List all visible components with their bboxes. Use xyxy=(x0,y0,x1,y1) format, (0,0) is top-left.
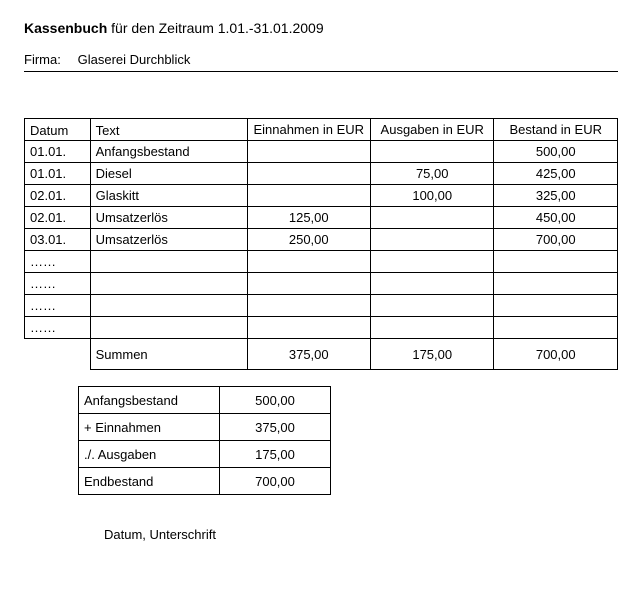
cell-ein xyxy=(247,163,370,185)
summary-row: ./. Ausgaben 175,00 xyxy=(79,441,331,468)
table-row: 01.01. Anfangsbestand 500,00 xyxy=(25,141,618,163)
cell-aus: 100,00 xyxy=(370,185,493,207)
cell-ein xyxy=(247,141,370,163)
sums-ein: 375,00 xyxy=(247,339,370,370)
cell-text xyxy=(90,251,247,273)
table-row: …… xyxy=(25,251,618,273)
table-row: …… xyxy=(25,295,618,317)
col-header-bestand: Bestand in EUR xyxy=(494,119,618,141)
cell-text: Glaskitt xyxy=(90,185,247,207)
summary-row: + Einnahmen 375,00 xyxy=(79,414,331,441)
cell-aus: 75,00 xyxy=(370,163,493,185)
cell-best xyxy=(494,251,618,273)
summary-label: ./. Ausgaben xyxy=(79,441,220,468)
table-header-row: Datum Text Einnahmen in EUR Ausgaben in … xyxy=(25,119,618,141)
col-header-einnahmen: Einnahmen in EUR xyxy=(247,119,370,141)
summary-value: 700,00 xyxy=(220,468,331,495)
cell-ein xyxy=(247,295,370,317)
page-title: Kassenbuch für den Zeitraum 1.01.-31.01.… xyxy=(24,20,618,36)
col-header-datum: Datum xyxy=(25,119,91,141)
summary-value: 175,00 xyxy=(220,441,331,468)
cell-datum: …… xyxy=(25,317,91,339)
cell-aus xyxy=(370,317,493,339)
cell-text: Umsatzerlös xyxy=(90,229,247,251)
cell-datum: 01.01. xyxy=(25,141,91,163)
cell-aus xyxy=(370,273,493,295)
kassenbuch-page: Kassenbuch für den Zeitraum 1.01.-31.01.… xyxy=(0,0,642,562)
summary-label: + Einnahmen xyxy=(79,414,220,441)
table-row: 02.01. Umsatzerlös 125,00 450,00 xyxy=(25,207,618,229)
table-row: …… xyxy=(25,273,618,295)
cell-datum: …… xyxy=(25,295,91,317)
summary-table: Anfangsbestand 500,00 + Einnahmen 375,00… xyxy=(78,370,331,495)
sums-best: 700,00 xyxy=(494,339,618,370)
summary-label: Endbestand xyxy=(79,468,220,495)
firma-line: Firma: Glaserei Durchblick xyxy=(24,52,618,72)
cell-text xyxy=(90,273,247,295)
cell-best: 450,00 xyxy=(494,207,618,229)
summary-row: Anfangsbestand 500,00 xyxy=(79,387,331,414)
signature-line: Datum, Unterschrift xyxy=(104,527,618,542)
cell-ein: 250,00 xyxy=(247,229,370,251)
firma-value: Glaserei Durchblick xyxy=(78,52,191,67)
cell-datum: 01.01. xyxy=(25,163,91,185)
sums-aus: 175,00 xyxy=(370,339,493,370)
col-header-text: Text xyxy=(90,119,247,141)
cell-ein: 125,00 xyxy=(247,207,370,229)
summary-label: Anfangsbestand xyxy=(79,387,220,414)
cell-best xyxy=(494,273,618,295)
cell-aus xyxy=(370,295,493,317)
cell-best xyxy=(494,295,618,317)
cell-ein xyxy=(247,251,370,273)
cell-text: Diesel xyxy=(90,163,247,185)
cell-text xyxy=(90,295,247,317)
cell-datum: 02.01. xyxy=(25,185,91,207)
cell-datum: 03.01. xyxy=(25,229,91,251)
table-row: 02.01. Glaskitt 100,00 325,00 xyxy=(25,185,618,207)
cell-datum: 02.01. xyxy=(25,207,91,229)
kassenbuch-table: Datum Text Einnahmen in EUR Ausgaben in … xyxy=(24,118,618,370)
cell-datum: …… xyxy=(25,251,91,273)
table-row: 03.01. Umsatzerlös 250,00 700,00 xyxy=(25,229,618,251)
cell-aus xyxy=(370,141,493,163)
summary-row: Endbestand 700,00 xyxy=(79,468,331,495)
cell-text: Anfangsbestand xyxy=(90,141,247,163)
summary-value: 375,00 xyxy=(220,414,331,441)
cell-best: 700,00 xyxy=(494,229,618,251)
summary-value: 500,00 xyxy=(220,387,331,414)
title-rest: für den Zeitraum 1.01.-31.01.2009 xyxy=(107,20,323,36)
cell-aus xyxy=(370,229,493,251)
firma-label: Firma: xyxy=(24,52,74,67)
cell-best xyxy=(494,317,618,339)
cell-text: Umsatzerlös xyxy=(90,207,247,229)
cell-datum: …… xyxy=(25,273,91,295)
table-row: …… xyxy=(25,317,618,339)
table-sums-row: Summen 375,00 175,00 700,00 xyxy=(25,339,618,370)
cell-best: 500,00 xyxy=(494,141,618,163)
cell-ein xyxy=(247,185,370,207)
cell-text xyxy=(90,317,247,339)
cell-best: 325,00 xyxy=(494,185,618,207)
cell-best: 425,00 xyxy=(494,163,618,185)
cell-ein xyxy=(247,273,370,295)
cell-ein xyxy=(247,317,370,339)
table-row: 01.01. Diesel 75,00 425,00 xyxy=(25,163,618,185)
cell-aus xyxy=(370,251,493,273)
title-bold: Kassenbuch xyxy=(24,20,107,36)
cell-aus xyxy=(370,207,493,229)
sums-label: Summen xyxy=(90,339,247,370)
col-header-ausgaben: Ausgaben in EUR xyxy=(370,119,493,141)
